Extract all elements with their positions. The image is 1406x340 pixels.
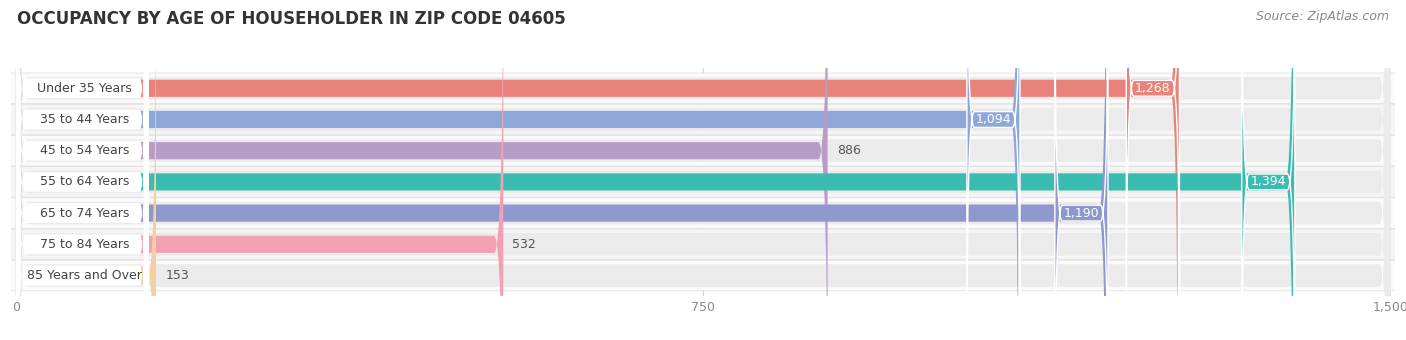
FancyBboxPatch shape — [15, 0, 1391, 340]
Text: 65 to 74 Years: 65 to 74 Years — [41, 207, 129, 220]
Text: 75 to 84 Years: 75 to 84 Years — [41, 238, 129, 251]
Text: Source: ZipAtlas.com: Source: ZipAtlas.com — [1256, 10, 1389, 23]
FancyBboxPatch shape — [15, 0, 1391, 340]
Text: 35 to 44 Years: 35 to 44 Years — [41, 113, 129, 126]
FancyBboxPatch shape — [15, 0, 156, 340]
Text: 55 to 64 Years: 55 to 64 Years — [41, 175, 129, 188]
FancyBboxPatch shape — [1054, 0, 1108, 340]
FancyBboxPatch shape — [0, 0, 1406, 323]
FancyBboxPatch shape — [15, 0, 1391, 340]
FancyBboxPatch shape — [15, 0, 1018, 340]
FancyBboxPatch shape — [15, 0, 1391, 340]
FancyBboxPatch shape — [15, 0, 149, 340]
FancyBboxPatch shape — [15, 0, 503, 340]
FancyBboxPatch shape — [15, 0, 1391, 340]
FancyBboxPatch shape — [967, 0, 1019, 340]
Text: 1,394: 1,394 — [1250, 175, 1286, 188]
Text: 1,268: 1,268 — [1135, 82, 1171, 95]
Text: 153: 153 — [165, 269, 188, 282]
FancyBboxPatch shape — [15, 0, 149, 340]
FancyBboxPatch shape — [15, 0, 149, 340]
FancyBboxPatch shape — [1241, 0, 1295, 340]
FancyBboxPatch shape — [15, 0, 1391, 340]
Text: OCCUPANCY BY AGE OF HOUSEHOLDER IN ZIP CODE 04605: OCCUPANCY BY AGE OF HOUSEHOLDER IN ZIP C… — [17, 10, 565, 28]
FancyBboxPatch shape — [15, 0, 149, 340]
Text: 886: 886 — [837, 144, 860, 157]
FancyBboxPatch shape — [1126, 0, 1180, 330]
Text: 1,190: 1,190 — [1063, 207, 1099, 220]
FancyBboxPatch shape — [15, 0, 1178, 340]
FancyBboxPatch shape — [15, 0, 149, 340]
Text: 532: 532 — [512, 238, 536, 251]
FancyBboxPatch shape — [15, 0, 1294, 340]
Text: 1,094: 1,094 — [976, 113, 1011, 126]
FancyBboxPatch shape — [15, 0, 149, 340]
FancyBboxPatch shape — [15, 0, 1391, 340]
Text: Under 35 Years: Under 35 Years — [38, 82, 132, 95]
Text: 85 Years and Over: 85 Years and Over — [28, 269, 142, 282]
FancyBboxPatch shape — [15, 0, 828, 340]
FancyBboxPatch shape — [0, 41, 1406, 340]
FancyBboxPatch shape — [15, 0, 1107, 340]
FancyBboxPatch shape — [0, 10, 1406, 340]
FancyBboxPatch shape — [15, 0, 149, 340]
Text: 45 to 54 Years: 45 to 54 Years — [41, 144, 129, 157]
